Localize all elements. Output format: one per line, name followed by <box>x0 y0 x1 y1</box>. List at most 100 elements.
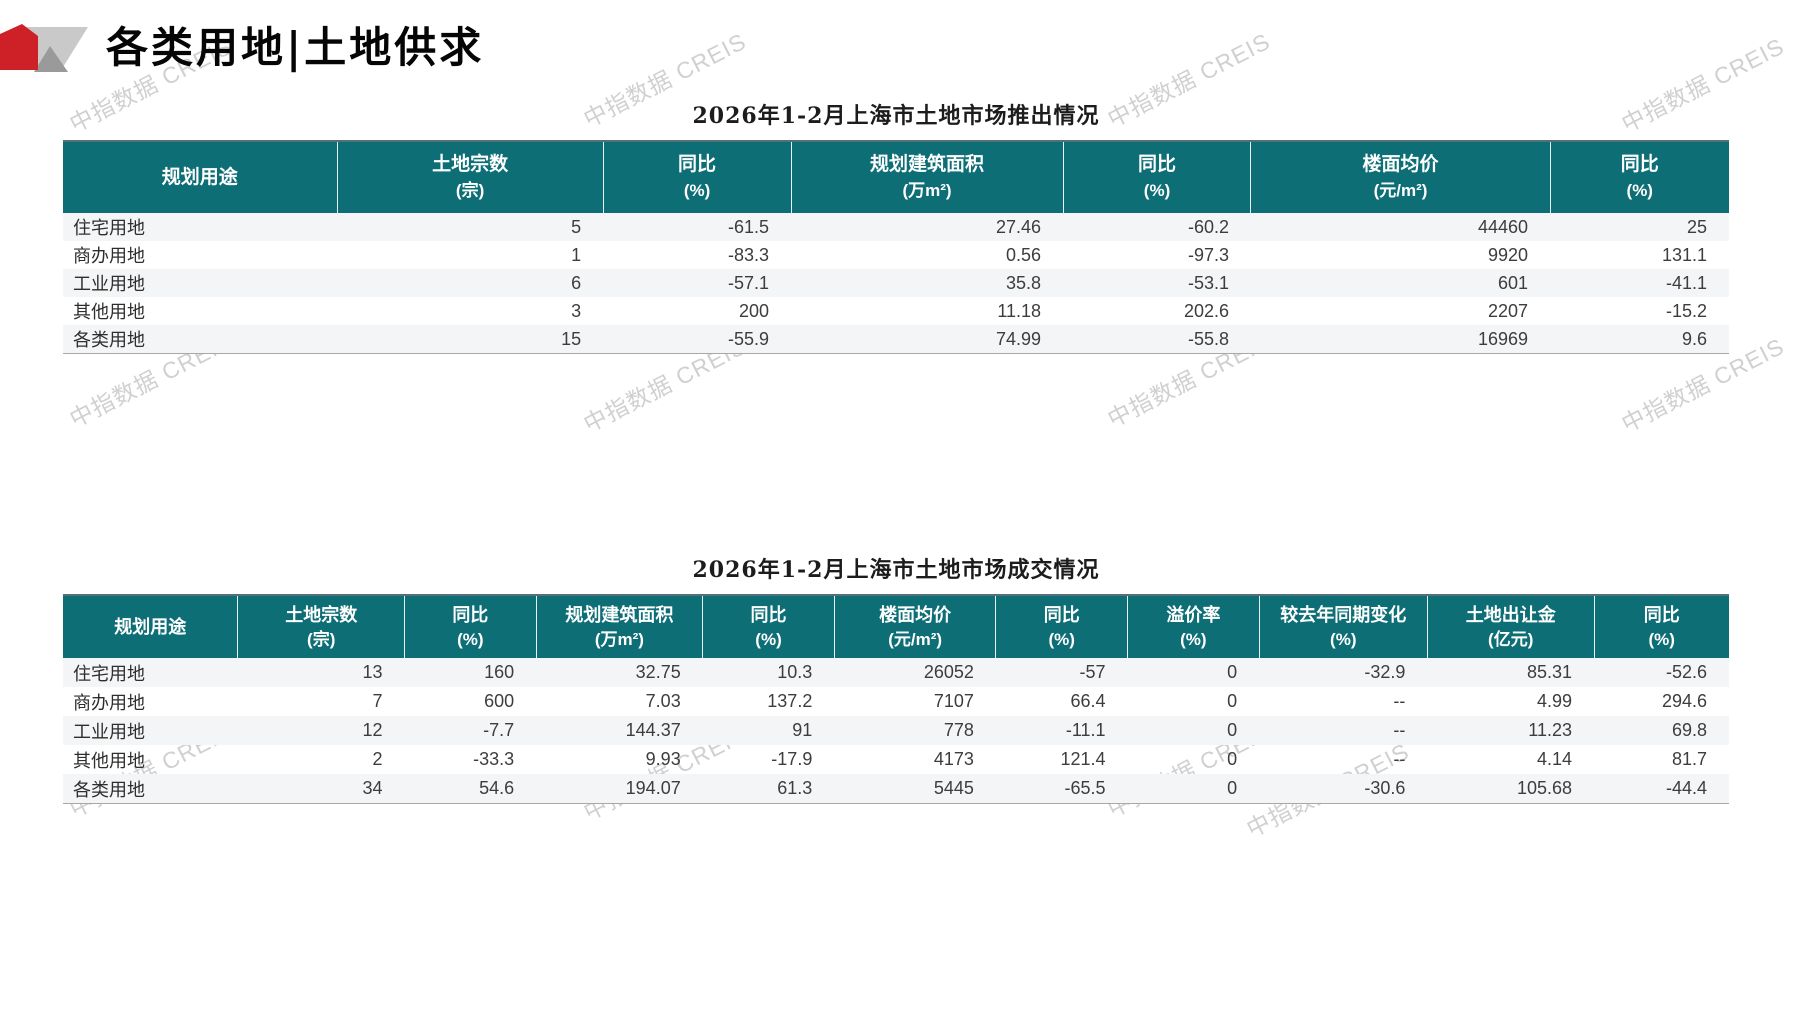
launch-table-section: 2026年1-2月上海市土地市场推出情况 规划用途 土地宗数 (宗) 同比 (%) 规划建… <box>63 98 1729 354</box>
cell: 105.68 <box>1516 778 1572 798</box>
cell: 2207 <box>1487 300 1529 321</box>
table-row: 商办用地 7 600 7.03 137.2 7107 66.4 0 -- 4.99 294.6 <box>63 687 1729 716</box>
cell: 601 <box>1497 272 1529 293</box>
column-header: 同比 (%) <box>404 595 537 658</box>
cell: 194.07 <box>625 778 681 798</box>
cell: -33.3 <box>473 749 515 769</box>
deal-table-section: 2026年1-2月上海市土地市场成交情况 规划用途 土地宗数 (宗) 同比 (%) 规划建… <box>63 552 1729 804</box>
cell: -41.1 <box>1665 272 1707 293</box>
cell: 137.2 <box>767 691 813 711</box>
cell: 15 <box>561 328 582 349</box>
table-row: 住宅用地 5 -61.5 27.46 -60.2 44460 25 <box>63 213 1729 241</box>
deal-table: 规划用途 土地宗数 (宗) 同比 (%) 规划建筑面积 (万m²) 同比 (%) 楼面均价 (元/m… <box>63 594 1729 804</box>
cell: 44460 <box>1477 216 1529 237</box>
column-header: 楼面均价 (元/m²) <box>833 595 996 658</box>
cell: 144.37 <box>625 720 681 740</box>
cell: 0 <box>1227 749 1238 769</box>
cell: 7.03 <box>645 691 681 711</box>
cell: 69.8 <box>1671 720 1707 740</box>
cell: 34 <box>362 778 383 798</box>
cell: 0.56 <box>1006 244 1042 265</box>
cell: 131.1 <box>1661 244 1707 265</box>
cell: 住宅用地 <box>73 218 145 238</box>
column-header: 土地宗数 (宗) <box>237 595 405 658</box>
cell: 160 <box>484 662 515 682</box>
column-header: 规划用途 <box>63 141 338 213</box>
cell: 294.6 <box>1661 691 1707 711</box>
table-row: 商办用地 1 -83.3 0.56 -97.3 9920 131.1 <box>63 241 1729 269</box>
cell: 0 <box>1227 691 1238 711</box>
table-row: 工业用地 12 -7.7 144.37 91 778 -11.1 0 -- 11.23 69.8 <box>63 716 1729 745</box>
cell: 4.99 <box>1536 691 1572 711</box>
cell: -60.2 <box>1187 216 1229 237</box>
cell: 各类用地 <box>73 779 145 800</box>
cell: 9.6 <box>1681 328 1707 349</box>
page-header: 各类用地|土地供求 <box>0 20 484 76</box>
cell: 4.14 <box>1536 749 1572 769</box>
cell: -55.9 <box>727 328 770 349</box>
launch-table-title: 2026年1-2月上海市土地市场推出情况 <box>692 103 1100 129</box>
cell: 7 <box>372 691 383 711</box>
cell: -- <box>1393 749 1406 769</box>
launch-table: 规划用途 土地宗数 (宗) 同比 (%) 规划建筑面积 (万m²) 同比 (%) 楼面均价 (元/m… <box>63 140 1729 354</box>
column-header: 规划建筑面积 (万m²) <box>535 595 703 658</box>
table-row: 各类用地 15 -55.9 74.99 -55.8 16969 9.6 <box>63 325 1729 354</box>
cell: -57 <box>1079 662 1106 682</box>
cell: -7.7 <box>483 720 515 740</box>
cell: 住宅用地 <box>73 663 145 684</box>
cell: -61.5 <box>727 216 770 237</box>
cell: 27.46 <box>996 216 1042 237</box>
cell: 5 <box>571 216 582 237</box>
cell: 91 <box>792 720 813 740</box>
cell: -- <box>1393 691 1406 711</box>
deal-table-title: 2026年1-2月上海市土地市场成交情况 <box>692 557 1100 583</box>
cell: 0 <box>1227 662 1238 682</box>
creis-logo-icon <box>0 22 90 74</box>
column-header: 同比 (%) <box>1593 595 1729 658</box>
page-title: 各类用地|土地供求 <box>106 23 485 72</box>
cell: 25 <box>1686 216 1707 237</box>
column-header: 土地宗数 (宗) <box>336 141 604 213</box>
column-header: 土地出让金 (亿元) <box>1426 595 1594 658</box>
column-header: 同比 (%) <box>1549 141 1729 213</box>
cell: 工业用地 <box>73 274 145 294</box>
cell: 32.75 <box>635 662 681 682</box>
cell: 81.7 <box>1671 749 1707 769</box>
column-header: 同比 (%) <box>602 141 792 213</box>
cell: -97.3 <box>1187 244 1229 265</box>
column-header: 规划建筑面积 (万m²) <box>790 141 1064 213</box>
cell: -44.4 <box>1665 778 1707 798</box>
cell: -83.3 <box>727 244 770 265</box>
table-row: 工业用地 6 -57.1 35.8 -53.1 601 -41.1 <box>63 269 1729 297</box>
cell: 85.31 <box>1526 662 1572 682</box>
cell: 商办用地 <box>73 692 145 713</box>
cell: 66.4 <box>1070 691 1106 711</box>
cell: 商办用地 <box>73 246 145 266</box>
cell: 200 <box>738 300 770 321</box>
cell: -17.9 <box>771 749 813 769</box>
cell: 工业用地 <box>73 721 145 742</box>
cell: -65.5 <box>1064 778 1106 798</box>
cell: -55.8 <box>1187 328 1229 349</box>
cell: 74.99 <box>996 328 1042 349</box>
cell: -30.6 <box>1364 778 1406 798</box>
cell: 13 <box>362 662 383 682</box>
cell: 6 <box>571 272 582 293</box>
cell: 54.6 <box>479 778 515 798</box>
cell: 9920 <box>1487 244 1529 265</box>
cell: 0 <box>1227 778 1238 798</box>
table-row: 住宅用地 13 160 32.75 10.3 26052 -57 0 -32.9 85.31 -52… <box>63 658 1729 687</box>
cell: 16969 <box>1477 328 1529 349</box>
column-header: 同比 (%) <box>995 595 1128 658</box>
header-row: 规划用途 土地宗数 (宗) 同比 (%) 规划建筑面积 (万m²) 同比 (%) 楼面均价 (元/m… <box>63 595 1729 658</box>
cell: -53.1 <box>1187 272 1229 293</box>
cell: 其他用地 <box>73 750 145 771</box>
column-header: 溢价率 (%) <box>1127 595 1260 658</box>
cell: 5445 <box>933 778 974 798</box>
column-header: 同比 (%) <box>702 595 835 658</box>
cell: 12 <box>362 720 383 740</box>
cell: -11.1 <box>1065 720 1106 740</box>
column-header: 同比 (%) <box>1062 141 1251 213</box>
cell: -52.6 <box>1665 662 1707 682</box>
cell: 121.4 <box>1060 749 1106 769</box>
